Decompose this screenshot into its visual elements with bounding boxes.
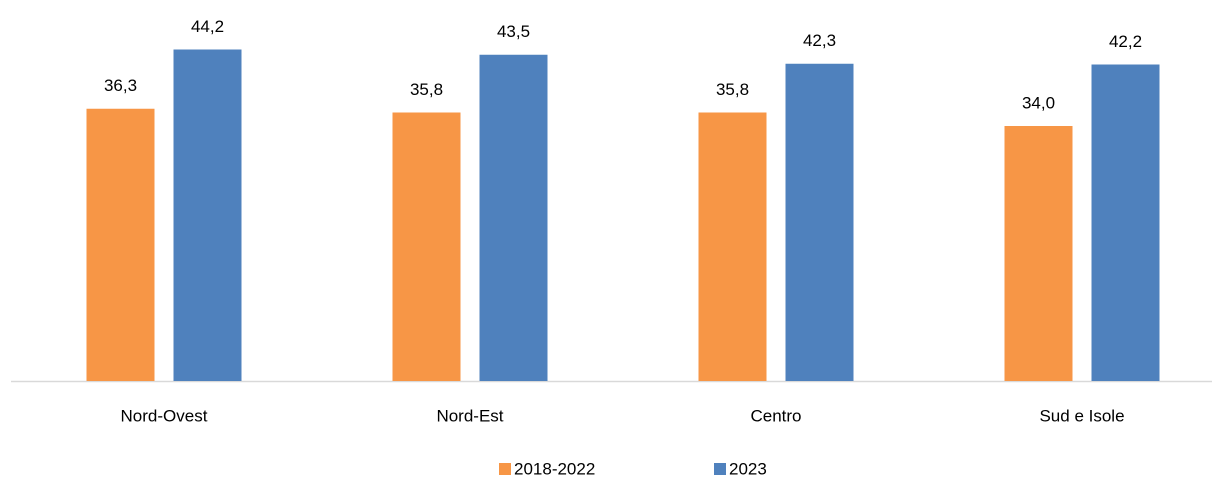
bar [86, 108, 155, 381]
x-tick-label: Nord-Est [436, 406, 503, 425]
value-label: 42,3 [803, 31, 836, 50]
value-label: 34,0 [1022, 93, 1055, 112]
value-label: 42,2 [1109, 32, 1142, 51]
value-label: 36,3 [104, 76, 137, 95]
value-label: 35,8 [410, 80, 443, 99]
value-label: 43,5 [497, 22, 530, 41]
bar [698, 112, 767, 381]
legend-swatch [714, 463, 726, 475]
legend-swatch [499, 463, 511, 475]
x-tick-label: Centro [750, 406, 801, 425]
legend-label: 2023 [729, 459, 767, 478]
x-tick-label: Nord-Ovest [121, 406, 208, 425]
value-label: 35,8 [716, 80, 749, 99]
x-tick-label: Sud e Isole [1039, 406, 1124, 425]
bar [1091, 64, 1160, 381]
bar [392, 112, 461, 381]
value-label: 44,2 [191, 17, 224, 36]
legend-label: 2018-2022 [514, 459, 595, 478]
bar [785, 63, 854, 381]
bar [479, 54, 548, 381]
bar [173, 49, 242, 381]
bar [1004, 126, 1073, 381]
